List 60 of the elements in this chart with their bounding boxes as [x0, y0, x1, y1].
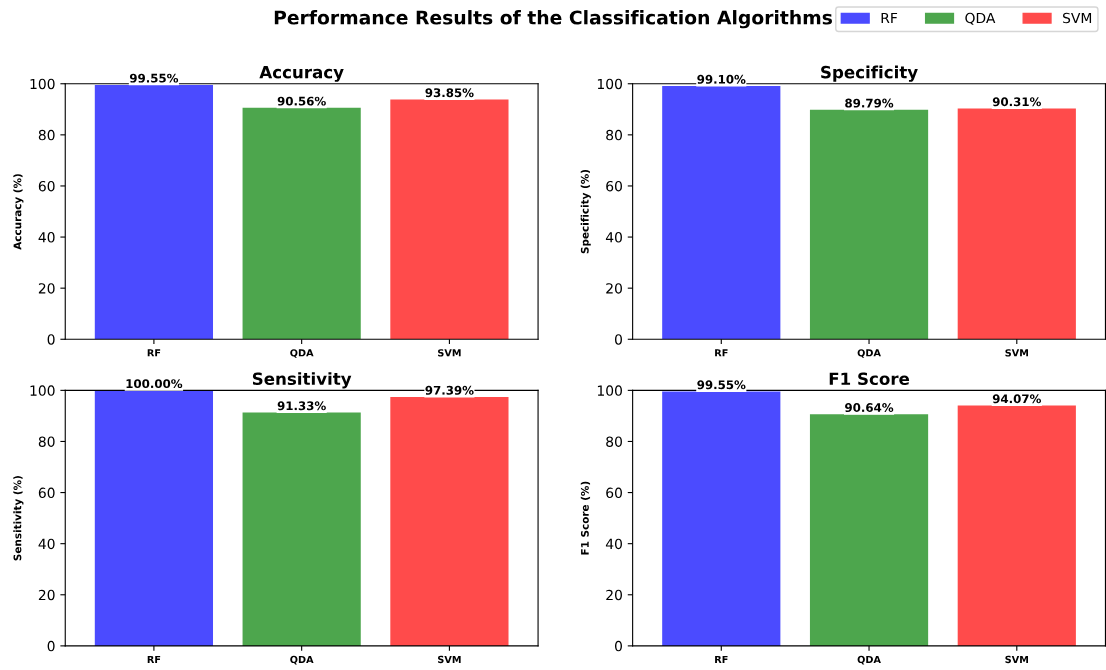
data-label: 90.64%: [845, 403, 894, 412]
legend-label: QDA: [965, 12, 996, 25]
y-axis-title: Accuracy (%): [13, 174, 24, 250]
y-tick-label: 100: [597, 78, 622, 90]
y-tick-label: 40: [605, 232, 622, 243]
text: Performance Results of the Classification Algorithms: [274, 10, 832, 29]
chart-title: Specificity: [821, 65, 918, 82]
y-tick-label: 100: [30, 78, 55, 90]
x-tick-label: RF: [147, 655, 161, 663]
data-label: 89.79%: [845, 98, 894, 108]
x-tick-label: SVM: [438, 349, 461, 357]
chart-title: F1 Score: [829, 372, 910, 386]
data-label: 91.33%: [277, 401, 326, 411]
x-tick-label: RF: [715, 655, 728, 663]
data-label: 94.07%: [992, 394, 1041, 404]
y-tick-label: 80: [38, 436, 55, 447]
y-tick-label: 40: [605, 538, 622, 550]
y-axis-title: Specificity (%): [580, 169, 591, 254]
legend-label: RF: [881, 12, 898, 24]
x-tick-label: QDA: [857, 349, 881, 358]
y-tick-label: 100: [597, 385, 622, 396]
y-tick-label: 20: [606, 589, 622, 601]
y-tick-label: 60: [606, 487, 622, 499]
y-tick-label: 40: [38, 538, 55, 550]
data-label: 93.85%: [425, 88, 474, 98]
data-label: 100.00%: [126, 379, 183, 389]
y-tick-label: 0: [614, 640, 622, 652]
x-tick-label: SVM: [1005, 655, 1028, 664]
data-label: 99.10%: [697, 74, 746, 84]
x-tick-label: QDA: [290, 655, 314, 665]
y-axis-title: Sensitivity (%): [13, 476, 24, 561]
x-tick-label: SVM: [1005, 349, 1028, 357]
x-tick-label: RF: [715, 349, 728, 357]
data-label: 99.55%: [697, 380, 746, 390]
data-label: 97.39%: [425, 385, 474, 395]
y-tick-label: 80: [606, 129, 622, 141]
y-tick-label: 0: [47, 334, 55, 345]
chart-title: Accuracy: [259, 66, 344, 82]
y-tick-label: 80: [38, 129, 55, 141]
data-label: 90.56%: [277, 96, 326, 106]
y-tick-label: 0: [614, 334, 622, 345]
y-axis-title: F1 Score (%): [580, 481, 591, 555]
y-tick-label: 80: [606, 436, 622, 447]
y-tick-label: 20: [38, 589, 55, 601]
legend-label: SVM: [1063, 12, 1092, 24]
y-tick-label: 60: [38, 180, 55, 192]
y-tick-label: 0: [47, 640, 55, 652]
y-tick-label: 20: [606, 283, 622, 294]
data-label: 90.31%: [992, 97, 1041, 107]
y-tick-label: 20: [38, 283, 55, 294]
x-tick-label: RF: [147, 349, 161, 357]
x-tick-label: QDA: [290, 349, 314, 358]
y-tick-label: 60: [38, 487, 55, 499]
x-tick-label: SVM: [438, 655, 461, 664]
y-tick-label: 100: [30, 385, 55, 396]
y-tick-label: 40: [38, 232, 55, 243]
data-label: 99.55%: [129, 73, 179, 83]
chart-title: Sensitivity: [252, 372, 352, 389]
x-tick-label: QDA: [857, 655, 881, 665]
y-tick-label: 60: [606, 180, 622, 192]
